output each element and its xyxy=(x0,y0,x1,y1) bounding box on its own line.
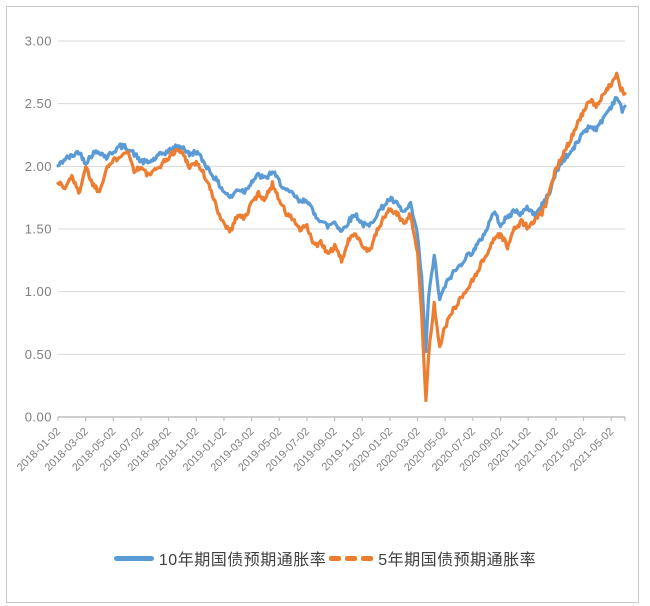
series-line-5y xyxy=(56,71,627,403)
series-lines xyxy=(56,71,627,403)
series-line-10y xyxy=(56,95,627,354)
y-axis-tick-label: 0.00 xyxy=(25,410,52,425)
legend-item-10y: 10年期国债预期通胀率 xyxy=(113,546,327,570)
legend-label-5y: 5年期国债预期通胀率 xyxy=(378,552,537,569)
y-axis-tick-label: 1.50 xyxy=(25,222,52,237)
x-axis xyxy=(57,416,626,421)
legend-swatch-10y-line-icon xyxy=(113,555,154,561)
y-axis-tick-label: 0.50 xyxy=(25,347,52,362)
gridlines xyxy=(58,40,625,355)
x-axis-labels: 2018-01-022018-03-022018-05-022018-07-02… xyxy=(15,426,616,474)
legend-item-5y: 5年期国债预期通胀率 xyxy=(329,546,536,570)
chart-outer-border xyxy=(6,6,639,603)
y-axis-tick-label: 3.00 xyxy=(25,34,52,49)
legend-label-10y: 10年期国债预期通胀率 xyxy=(158,552,327,569)
chart-legend: 10年期国债预期通胀率 5年期国债预期通胀率 xyxy=(0,540,650,576)
y-axis-tick-label: 2.50 xyxy=(25,96,52,111)
y-axis-tick-label: 1.00 xyxy=(25,284,52,299)
legend-swatch-5y-dashed-line-icon xyxy=(329,555,374,561)
y-axis-labels: 3.00 2.50 2.00 1.50 1.00 0.50 0.00 xyxy=(25,34,52,425)
y-axis-tick-label: 2.00 xyxy=(25,159,52,174)
